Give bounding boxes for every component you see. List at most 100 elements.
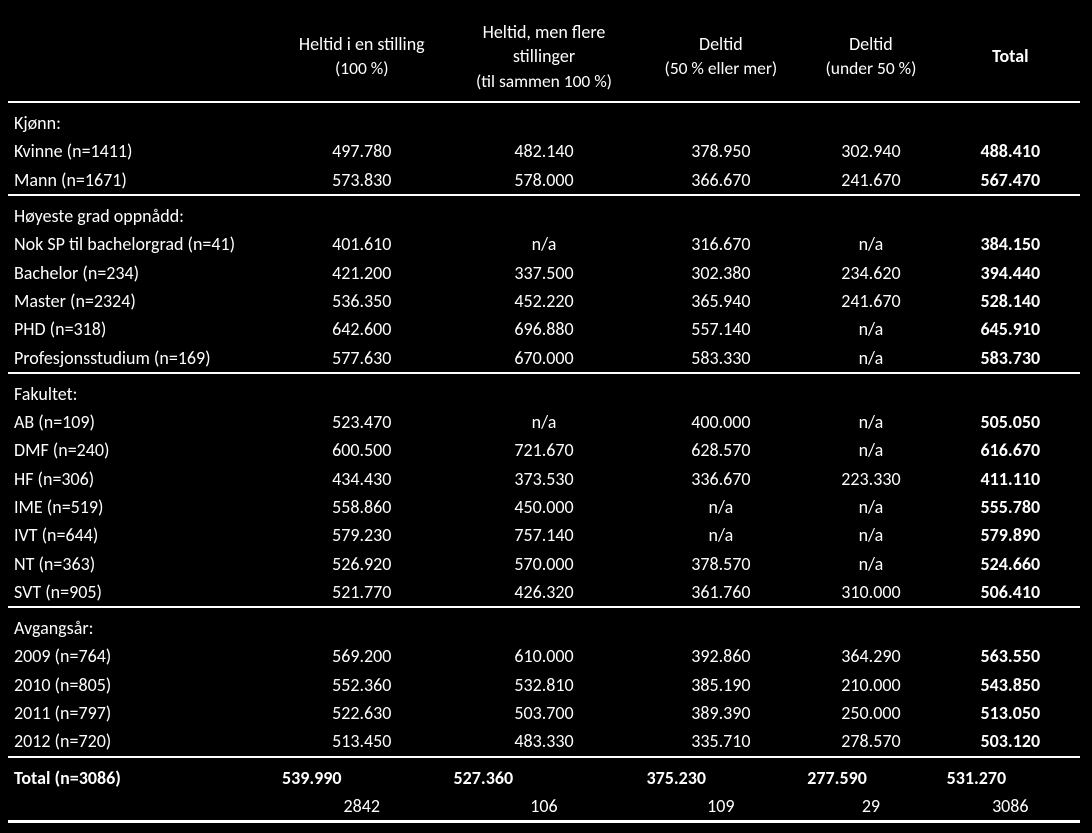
- row-label: DMF (n=240): [8, 436, 276, 464]
- cell-c1: 434.430: [276, 465, 448, 493]
- row-label: PHD (n=318): [8, 315, 276, 343]
- table-row: DMF (n=240)600.500721.670628.570n/a616.6…: [8, 436, 1080, 464]
- row-label: Profesjonsstudium (n=169): [8, 344, 276, 373]
- count-blank: [8, 792, 276, 822]
- header-col3-l1: Deltid: [699, 33, 743, 55]
- cell-c4: 278.570: [801, 727, 940, 756]
- table-row: IVT (n=644)579.230757.140n/an/a579.890: [8, 521, 1080, 549]
- section-title: Avgangsår:: [8, 607, 1080, 642]
- cell-total: 583.730: [941, 344, 1080, 373]
- row-label: SVT (n=905): [8, 578, 276, 607]
- row-label: IVT (n=644): [8, 521, 276, 549]
- cell-c2: 532.810: [448, 671, 641, 699]
- cell-c4: n/a: [801, 493, 940, 521]
- cell-c4: n/a: [801, 436, 940, 464]
- cell-c2: 373.530: [448, 465, 641, 493]
- cell-c3: 316.670: [640, 230, 801, 258]
- table-body: Kjønn:Kvinne (n=1411)497.780482.140378.9…: [8, 102, 1080, 822]
- total-tot: 531.270: [941, 757, 1080, 792]
- cell-c4: 223.330: [801, 465, 940, 493]
- count-c4: 29: [801, 792, 940, 822]
- cell-c4: n/a: [801, 315, 940, 343]
- cell-c4: n/a: [801, 521, 940, 549]
- table-row: 2009 (n=764)569.200610.000392.860364.290…: [8, 642, 1080, 670]
- cell-c3: 302.380: [640, 259, 801, 287]
- cell-c2: 337.500: [448, 259, 641, 287]
- cell-c3: 366.670: [640, 166, 801, 195]
- section-header: Avgangsår:: [8, 607, 1080, 642]
- header-col2-l1: Heltid, men flere: [483, 21, 606, 43]
- cell-c4: n/a: [801, 230, 940, 258]
- cell-c3: n/a: [640, 521, 801, 549]
- row-label: IME (n=519): [8, 493, 276, 521]
- row-label: Mann (n=1671): [8, 166, 276, 195]
- row-label: Kvinne (n=1411): [8, 137, 276, 165]
- section-header: Høyeste grad oppnådd:: [8, 195, 1080, 230]
- count-tot: 3086: [941, 792, 1080, 822]
- cell-total: 567.470: [941, 166, 1080, 195]
- cell-c1: 522.630: [276, 699, 448, 727]
- cell-c1: 526.920: [276, 550, 448, 578]
- total-c4: 277.590: [801, 757, 940, 792]
- cell-c3: 557.140: [640, 315, 801, 343]
- table-row: Nok SP til bachelorgrad (n=41)401.610n/a…: [8, 230, 1080, 258]
- cell-c4: n/a: [801, 344, 940, 373]
- cell-c2: 721.670: [448, 436, 641, 464]
- table-row: PHD (n=318)642.600696.880557.140n/a645.9…: [8, 315, 1080, 343]
- row-label: HF (n=306): [8, 465, 276, 493]
- cell-c1: 577.630: [276, 344, 448, 373]
- cell-total: 513.050: [941, 699, 1080, 727]
- cell-c1: 579.230: [276, 521, 448, 549]
- row-label: 2010 (n=805): [8, 671, 276, 699]
- cell-c3: 583.330: [640, 344, 801, 373]
- header-col1-l1: Heltid i en stilling: [299, 33, 425, 55]
- cell-c1: 513.450: [276, 727, 448, 756]
- header-col1-l2: (100 %): [335, 57, 389, 79]
- count-c3: 109: [640, 792, 801, 822]
- cell-c4: 250.000: [801, 699, 940, 727]
- data-table: Heltid i en stilling (100 %) Heltid, men…: [8, 10, 1080, 823]
- cell-total: 503.120: [941, 727, 1080, 756]
- cell-c4: n/a: [801, 550, 940, 578]
- cell-c2: 570.000: [448, 550, 641, 578]
- header-row: Heltid i en stilling (100 %) Heltid, men…: [8, 10, 1080, 102]
- table-row: Kvinne (n=1411)497.780482.140378.950302.…: [8, 137, 1080, 165]
- section-title: Høyeste grad oppnådd:: [8, 195, 1080, 230]
- cell-c3: 336.670: [640, 465, 801, 493]
- section-title: Kjønn:: [8, 102, 1080, 137]
- header-col4: Deltid (under 50 %): [801, 10, 940, 102]
- cell-c2: 610.000: [448, 642, 641, 670]
- cell-c2: 670.000: [448, 344, 641, 373]
- row-label: Bachelor (n=234): [8, 259, 276, 287]
- cell-c4: 241.670: [801, 287, 940, 315]
- table-row: 2012 (n=720)513.450483.330335.710278.570…: [8, 727, 1080, 756]
- header-total: Total: [941, 10, 1080, 102]
- cell-c4: 302.940: [801, 137, 940, 165]
- cell-c3: 389.390: [640, 699, 801, 727]
- cell-total: 524.660: [941, 550, 1080, 578]
- cell-c1: 536.350: [276, 287, 448, 315]
- cell-c2: 426.320: [448, 578, 641, 607]
- cell-c1: 497.780: [276, 137, 448, 165]
- cell-c3: 365.940: [640, 287, 801, 315]
- cell-total: 505.050: [941, 408, 1080, 436]
- header-col2-l2: stillinger: [513, 45, 575, 67]
- cell-c3: 400.000: [640, 408, 801, 436]
- cell-c1: 421.200: [276, 259, 448, 287]
- section-header: Kjønn:: [8, 102, 1080, 137]
- cell-c2: 482.140: [448, 137, 641, 165]
- total-c1: 539.990: [276, 757, 448, 792]
- salary-table: Heltid i en stilling (100 %) Heltid, men…: [0, 0, 1092, 833]
- cell-c4: 210.000: [801, 671, 940, 699]
- table-row: Master (n=2324)536.350452.220365.940241.…: [8, 287, 1080, 315]
- table-row: 2010 (n=805)552.360532.810385.190210.000…: [8, 671, 1080, 699]
- row-label: AB (n=109): [8, 408, 276, 436]
- count-c1: 2842: [276, 792, 448, 822]
- cell-c3: 628.570: [640, 436, 801, 464]
- row-label: 2012 (n=720): [8, 727, 276, 756]
- header-col3: Deltid (50 % eller mer): [640, 10, 801, 102]
- cell-total: 543.850: [941, 671, 1080, 699]
- cell-total: 488.410: [941, 137, 1080, 165]
- cell-c3: 385.190: [640, 671, 801, 699]
- header-blank: [8, 10, 276, 102]
